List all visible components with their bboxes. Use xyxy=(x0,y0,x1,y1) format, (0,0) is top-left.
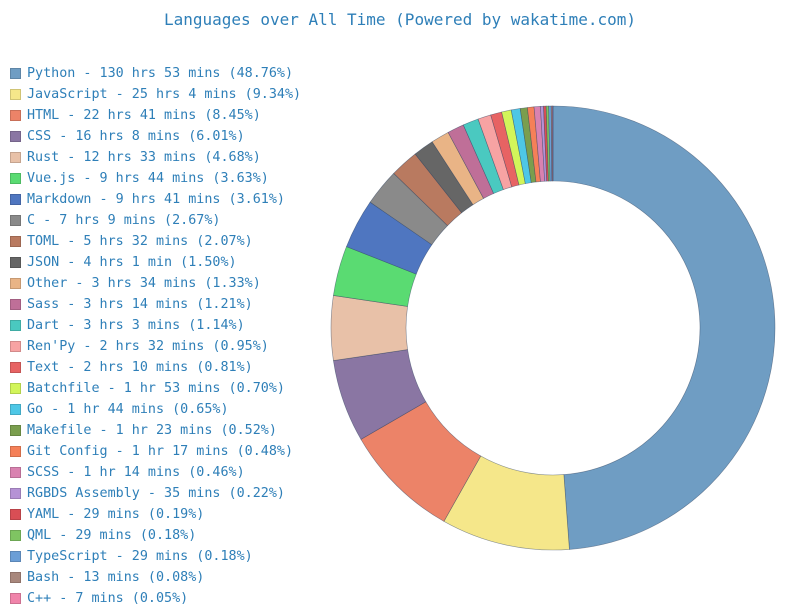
legend-item[interactable]: CSS - 16 hrs 8 mins (6.01%) xyxy=(10,126,301,147)
legend-item[interactable]: Text - 2 hrs 10 mins (0.81%) xyxy=(10,357,301,378)
legend-label: YAML - 29 mins (0.19%) xyxy=(27,507,205,522)
legend-item[interactable]: Git Config - 1 hr 17 mins (0.48%) xyxy=(10,441,301,462)
legend-label: SCSS - 1 hr 14 mins (0.46%) xyxy=(27,465,245,480)
legend-swatch xyxy=(10,299,21,310)
legend-label: Text - 2 hrs 10 mins (0.81%) xyxy=(27,360,253,375)
legend-swatch xyxy=(10,215,21,226)
legend-item[interactable]: SCSS - 1 hr 14 mins (0.46%) xyxy=(10,462,301,483)
legend-item[interactable]: JavaScript - 25 hrs 4 mins (9.34%) xyxy=(10,84,301,105)
legend-label: Makefile - 1 hr 23 mins (0.52%) xyxy=(27,423,277,438)
legend-swatch xyxy=(10,446,21,457)
legend-label: CSS - 16 hrs 8 mins (6.01%) xyxy=(27,129,245,144)
legend-label: TypeScript - 29 mins (0.18%) xyxy=(27,549,253,564)
legend-swatch xyxy=(10,425,21,436)
legend-item[interactable]: Markdown - 9 hrs 41 mins (3.61%) xyxy=(10,189,301,210)
legend-label: Go - 1 hr 44 mins (0.65%) xyxy=(27,402,229,417)
legend-label: C - 7 hrs 9 mins (2.67%) xyxy=(27,213,221,228)
legend-item[interactable]: Python - 130 hrs 53 mins (48.76%) xyxy=(10,63,301,84)
legend-swatch xyxy=(10,236,21,247)
legend-item[interactable]: Ren'Py - 2 hrs 32 mins (0.95%) xyxy=(10,336,301,357)
legend-label: JSON - 4 hrs 1 min (1.50%) xyxy=(27,255,237,270)
legend-item[interactable]: Sass - 3 hrs 14 mins (1.21%) xyxy=(10,294,301,315)
legend-label: JavaScript - 25 hrs 4 mins (9.34%) xyxy=(27,87,302,102)
legend-swatch xyxy=(10,89,21,100)
legend-swatch xyxy=(10,383,21,394)
legend-swatch xyxy=(10,152,21,163)
legend-item[interactable]: JSON - 4 hrs 1 min (1.50%) xyxy=(10,252,301,273)
legend-label: Batchfile - 1 hr 53 mins (0.70%) xyxy=(27,381,285,396)
donut-slice[interactable] xyxy=(552,105,776,550)
legend-label: HTML - 22 hrs 41 mins (8.45%) xyxy=(27,108,261,123)
legend-label: Other - 3 hrs 34 mins (1.33%) xyxy=(27,276,261,291)
legend-item[interactable]: TOML - 5 hrs 32 mins (2.07%) xyxy=(10,231,301,252)
legend-item[interactable]: Other - 3 hrs 34 mins (1.33%) xyxy=(10,273,301,294)
legend-item[interactable]: RGBDS Assembly - 35 mins (0.22%) xyxy=(10,483,301,504)
legend-label: Vue.js - 9 hrs 44 mins (3.63%) xyxy=(27,171,269,186)
legend-swatch xyxy=(10,320,21,331)
legend-label: RGBDS Assembly - 35 mins (0.22%) xyxy=(27,486,285,501)
legend-item[interactable]: Bash - 13 mins (0.08%) xyxy=(10,567,301,588)
legend-swatch xyxy=(10,173,21,184)
legend-swatch xyxy=(10,509,21,520)
legend-item[interactable]: Makefile - 1 hr 23 mins (0.52%) xyxy=(10,420,301,441)
legend-label: Ren'Py - 2 hrs 32 mins (0.95%) xyxy=(27,339,269,354)
legend-label: Rust - 12 hrs 33 mins (4.68%) xyxy=(27,150,261,165)
legend-swatch xyxy=(10,404,21,415)
legend-item[interactable]: Vue.js - 9 hrs 44 mins (3.63%) xyxy=(10,168,301,189)
legend-label: TOML - 5 hrs 32 mins (2.07%) xyxy=(27,234,253,249)
donut-slice[interactable] xyxy=(330,295,408,361)
legend-swatch xyxy=(10,194,21,205)
legend-label: Markdown - 9 hrs 41 mins (3.61%) xyxy=(27,192,285,207)
legend-item[interactable]: QML - 29 mins (0.18%) xyxy=(10,525,301,546)
legend-swatch xyxy=(10,110,21,121)
legend-item[interactable]: TypeScript - 29 mins (0.18%) xyxy=(10,546,301,567)
legend-swatch xyxy=(10,572,21,583)
legend-swatch xyxy=(10,488,21,499)
legend-item[interactable]: Batchfile - 1 hr 53 mins (0.70%) xyxy=(10,378,301,399)
legend-item[interactable]: HTML - 22 hrs 41 mins (8.45%) xyxy=(10,105,301,126)
legend-item[interactable]: YAML - 29 mins (0.19%) xyxy=(10,504,301,525)
donut-slice[interactable] xyxy=(552,105,554,182)
chart-title: Languages over All Time (Powered by waka… xyxy=(163,10,636,29)
legend-swatch xyxy=(10,131,21,142)
legend-label: QML - 29 mins (0.18%) xyxy=(27,528,197,543)
legend-item[interactable]: Go - 1 hr 44 mins (0.65%) xyxy=(10,399,301,420)
legend-swatch xyxy=(10,257,21,268)
legend: Python - 130 hrs 53 mins (48.76%) JavaScr… xyxy=(10,63,301,609)
legend-label: Git Config - 1 hr 17 mins (0.48%) xyxy=(27,444,294,459)
legend-item[interactable]: Rust - 12 hrs 33 mins (4.68%) xyxy=(10,147,301,168)
legend-label: Dart - 3 hrs 3 mins (1.14%) xyxy=(27,318,245,333)
legend-label: Python - 130 hrs 53 mins (48.76%) xyxy=(27,66,294,81)
legend-swatch xyxy=(10,362,21,373)
legend-swatch xyxy=(10,341,21,352)
legend-item[interactable]: C - 7 hrs 9 mins (2.67%) xyxy=(10,210,301,231)
legend-label: Bash - 13 mins (0.08%) xyxy=(27,570,205,585)
legend-swatch xyxy=(10,467,21,478)
legend-swatch xyxy=(10,68,21,79)
legend-swatch xyxy=(10,530,21,541)
legend-swatch xyxy=(10,278,21,289)
legend-item[interactable]: Dart - 3 hrs 3 mins (1.14%) xyxy=(10,315,301,336)
legend-label: Sass - 3 hrs 14 mins (1.21%) xyxy=(27,297,253,312)
legend-swatch xyxy=(10,551,21,562)
